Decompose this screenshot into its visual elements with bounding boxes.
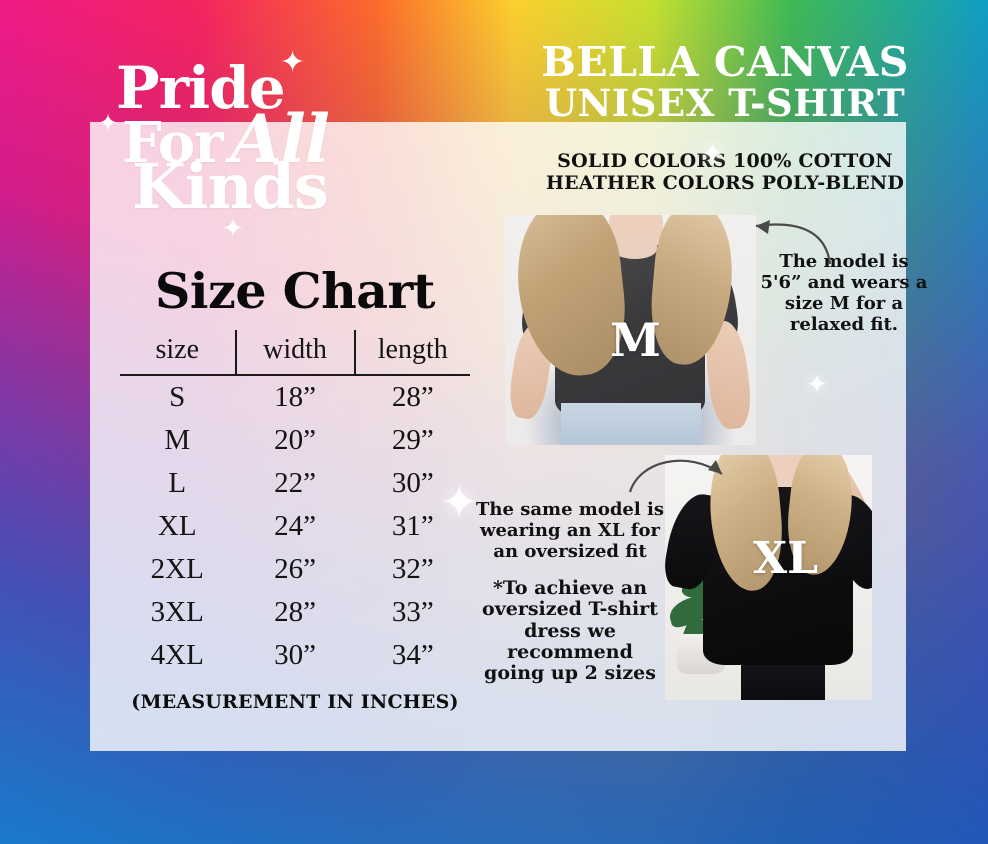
cell-width: 20” — [274, 424, 316, 456]
size-overlay-xl: XL — [753, 533, 819, 584]
fabric-composition: SOLID COLORS 100% COTTON HEATHER COLORS … — [520, 150, 930, 195]
model-neck — [613, 239, 657, 259]
size-chart-table: size width length S 18” 28” M 20” 29” L 22” 30” X… — [120, 330, 470, 677]
size-overlay-m: M — [610, 313, 661, 367]
cell-size: 4XL — [150, 639, 204, 671]
model-photo-size-m: M — [505, 215, 756, 445]
product-type: UNISEX T-SHIRT — [544, 80, 906, 125]
table-row: 2XL 26” 32” — [120, 548, 470, 591]
cell-size: L — [168, 467, 187, 499]
table-row: XL 24” 31” — [120, 505, 470, 548]
model-jeans — [561, 403, 701, 445]
cell-width: 28” — [274, 596, 316, 628]
table-header-row: size width length — [120, 330, 470, 376]
cell-length: 33” — [391, 596, 434, 628]
cell-size: M — [164, 424, 191, 456]
cell-length: 32” — [391, 553, 434, 585]
cell-width: 18” — [274, 381, 316, 413]
size-chart-block: Size Chart size width length S 18” 28” M 20”… — [120, 262, 470, 713]
cell-width: 26” — [274, 553, 316, 585]
table-row: 3XL 28” 33” — [120, 591, 470, 634]
cell-size: XL — [157, 510, 197, 542]
brand-name: BELLA CANVAS — [541, 38, 909, 86]
column-header-size: size — [120, 330, 236, 376]
fabric-heather-colors: HEATHER COLORS POLY-BLEND — [545, 172, 905, 195]
cell-size: 3XL — [150, 596, 204, 628]
cell-width: 30” — [274, 639, 316, 671]
cell-width: 22” — [274, 467, 316, 499]
table-row: M 20” 29” — [120, 419, 470, 462]
cell-size: S — [169, 381, 186, 413]
cell-width: 24” — [274, 510, 316, 542]
cell-length: 31” — [391, 510, 434, 542]
annotation-oversized-tip: *To achieve an oversized T-shirt dress w… — [482, 577, 658, 685]
cell-length: 29” — [391, 424, 434, 456]
measurement-note: (MEASUREMENT IN INCHES) — [131, 691, 459, 713]
cell-size: 2XL — [150, 553, 204, 585]
annotation-model-m: The model is 5'6” and wears a size M for… — [760, 251, 928, 335]
table-row: S 18” 28” — [120, 375, 470, 419]
table-row: 4XL 30” 34” — [120, 634, 470, 677]
column-header-width: width — [234, 330, 355, 376]
fabric-solid-colors: SOLID COLORS 100% COTTON — [557, 150, 893, 172]
size-chart-title: Size Chart — [155, 262, 435, 320]
cell-length: 30” — [391, 467, 434, 499]
cell-length: 34” — [391, 639, 434, 671]
model-photo-size-xl: XL — [665, 455, 872, 700]
column-header-length: length — [353, 330, 470, 376]
table-row: L 22” 30” — [120, 462, 470, 505]
product-header: BELLA CANVAS UNISEX T-SHIRT — [490, 38, 960, 125]
cell-length: 28” — [391, 381, 434, 413]
annotation-model-xl: The same model is wearing an XL for an o… — [476, 499, 664, 562]
